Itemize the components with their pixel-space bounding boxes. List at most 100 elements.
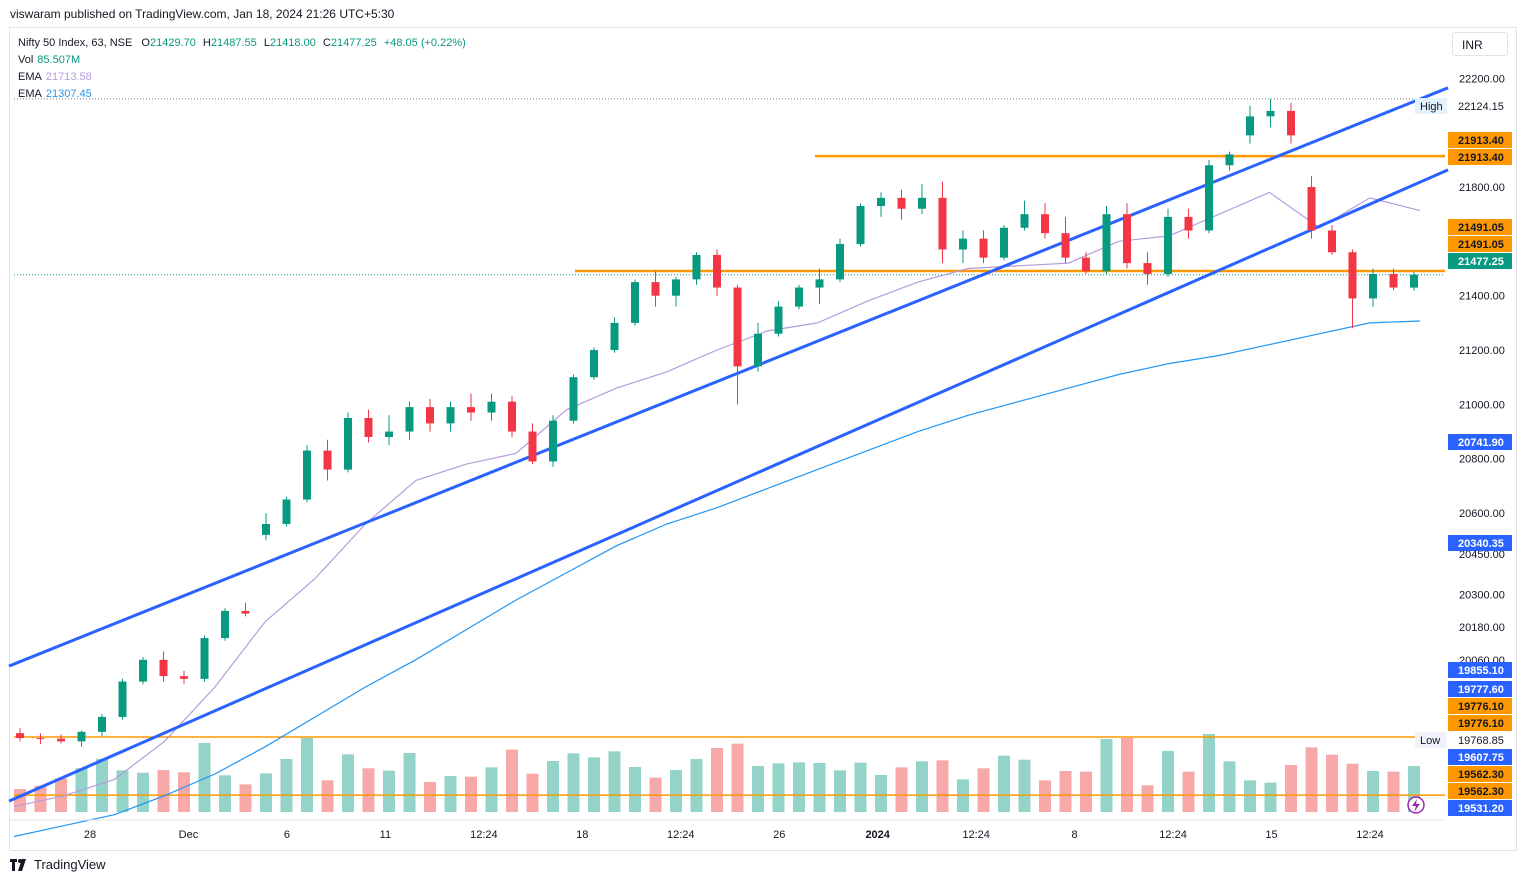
y-tick-label: 20180.00 [1459, 622, 1505, 634]
legend-ema2-label[interactable]: EMA [18, 88, 42, 100]
price-tag-box [1448, 219, 1512, 235]
candle [672, 276, 680, 307]
volume-bar [362, 768, 375, 812]
candle-body [508, 401, 516, 432]
price-tag-box [1448, 535, 1512, 551]
x-tick-label: 2024 [865, 829, 890, 841]
candle-body [1287, 110, 1295, 136]
candle-body [1369, 273, 1377, 299]
price-tag-box [1448, 800, 1512, 816]
y-tick-label: 21400.00 [1459, 291, 1505, 303]
volume-bar [280, 759, 293, 812]
candle-body [754, 333, 762, 367]
candle [1307, 176, 1316, 239]
candle [426, 398, 434, 432]
volume-bar [1162, 751, 1174, 812]
candle [1225, 151, 1234, 171]
price-tag-value: 20340.35 [1458, 538, 1504, 550]
candle [1082, 252, 1090, 274]
volume-bar [813, 763, 826, 812]
candle [303, 445, 311, 503]
candle [569, 374, 578, 424]
candle [1348, 249, 1357, 329]
x-axis: 28 Dec 6 11 12:24 18 12:24 26 2024 12:24 8 12:24 15 1… [10, 819, 1445, 841]
candle-body [303, 450, 311, 500]
candle-body [610, 322, 619, 351]
candle-body [241, 610, 250, 614]
candle [754, 322, 762, 372]
candle [795, 284, 803, 310]
candle-body [77, 731, 86, 742]
currency-selector[interactable]: INR [1452, 32, 1508, 56]
price-tag-value: 19562.30 [1458, 769, 1504, 781]
price-tag-label-box [1415, 98, 1447, 114]
candle [1164, 208, 1172, 277]
candle-body [139, 659, 147, 682]
candles [16, 98, 1418, 747]
volume-bar [567, 753, 580, 812]
candle-body [1246, 116, 1254, 136]
volume-bar [834, 770, 846, 812]
x-tick-label: 18 [576, 829, 588, 841]
candle-body [467, 407, 475, 413]
candle [938, 181, 947, 264]
volume-bar [1367, 771, 1379, 812]
x-tick-label: 6 [284, 829, 290, 841]
candle-body [487, 401, 496, 413]
volume-bar [1121, 738, 1133, 812]
price-tag: Low 19768.85 [1415, 732, 1512, 748]
price-tag-box [1448, 783, 1512, 799]
volume-bar [1203, 734, 1215, 812]
y-tick-label: 20450.00 [1459, 549, 1505, 561]
volume-bar [1039, 780, 1051, 812]
candle-body [1102, 214, 1111, 272]
legend-ema1-label[interactable]: EMA [18, 71, 42, 83]
candle-body [631, 282, 639, 323]
candle [1102, 206, 1111, 274]
legend-ema1: 21713.58 [45, 71, 92, 83]
candle-body [1082, 257, 1090, 272]
candle-body [795, 287, 803, 307]
candle-body [1225, 154, 1234, 166]
price-tag-value: 19855.10 [1458, 665, 1504, 677]
legend-vol-label[interactable]: Vol [18, 54, 34, 66]
lightning-icon [1407, 796, 1425, 814]
candle-body [979, 238, 988, 258]
candle [631, 279, 639, 326]
candle [1266, 98, 1275, 128]
volume-bar [1182, 771, 1195, 812]
volume-bar [793, 762, 805, 812]
x-tick-label: 12:24 [667, 829, 695, 841]
candle-body [856, 206, 865, 245]
volume-bar [383, 770, 395, 812]
candle [1123, 203, 1131, 269]
candle-body [672, 279, 680, 296]
x-tick-label: 8 [1072, 829, 1078, 841]
candle [364, 409, 373, 443]
volume-bar [731, 743, 744, 812]
volume-bar [321, 780, 334, 812]
candle-body [159, 659, 168, 677]
candle-body [1410, 274, 1418, 288]
volume-bar [342, 754, 354, 812]
candle-body [426, 407, 434, 424]
candle [118, 678, 127, 720]
footer-brand[interactable]: TradingView [34, 857, 106, 872]
volume-bar [34, 785, 47, 812]
candle-body [282, 499, 291, 524]
candle [446, 401, 455, 432]
price-tag-box [1448, 732, 1512, 748]
x-tick-label: 12:24 [1159, 829, 1187, 841]
legend-symbol[interactable]: Nifty 50 Index, 63, NSE [18, 37, 133, 49]
price-tag-box [1448, 434, 1512, 450]
volume-bar [260, 773, 272, 812]
legend-high: 21487.55 [210, 37, 257, 49]
price-tag-value: 19776.10 [1458, 718, 1504, 730]
channel-line [8, 86, 1449, 668]
candle-body [200, 638, 209, 679]
volume-bar [1141, 785, 1154, 812]
x-tick-label: 12:24 [962, 829, 990, 841]
candle-body [1123, 214, 1131, 264]
volume-bars [14, 734, 1420, 812]
